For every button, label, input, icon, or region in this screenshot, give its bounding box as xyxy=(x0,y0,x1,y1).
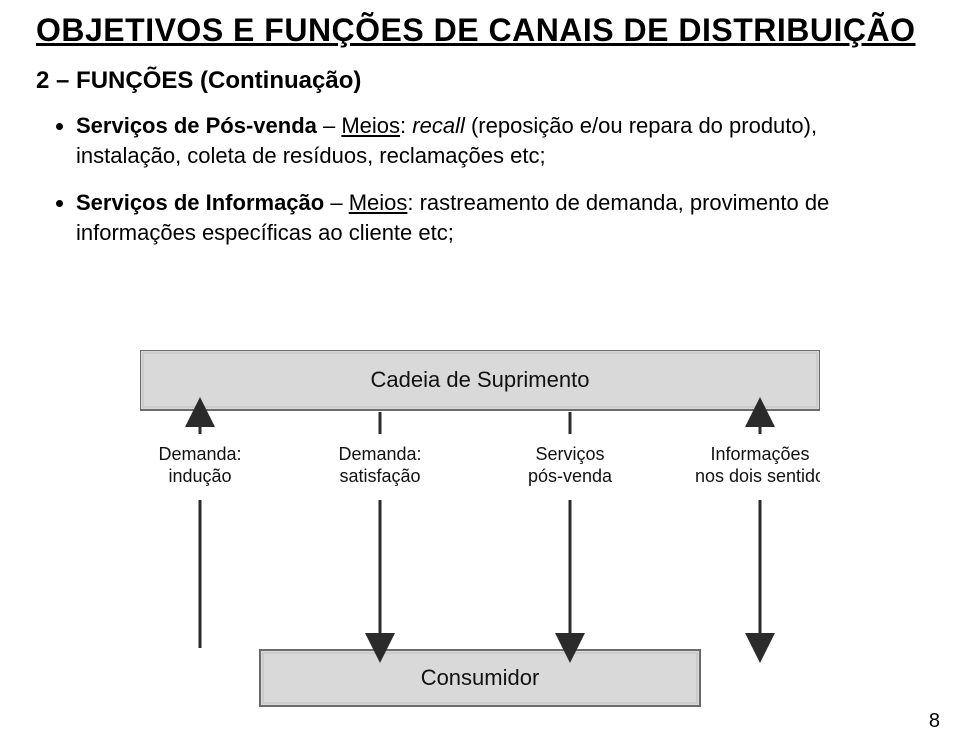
bullet2-underlined: Meios xyxy=(349,190,408,215)
svg-text:Demanda:: Demanda: xyxy=(158,444,241,464)
supply-chain-diagram: Cadeia de SuprimentoConsumidorDemanda:in… xyxy=(140,350,820,710)
bullet1-dash: – xyxy=(317,113,341,138)
list-item: Serviços de Informação – Meios: rastream… xyxy=(76,188,924,247)
svg-text:Informações: Informações xyxy=(710,444,809,464)
bullet-list: Serviços de Pós-venda – Meios: recall (r… xyxy=(36,111,924,248)
svg-text:pós-venda: pós-venda xyxy=(528,466,613,486)
svg-text:Cadeia de Suprimento: Cadeia de Suprimento xyxy=(371,367,590,392)
svg-text:Consumidor: Consumidor xyxy=(421,665,540,690)
page-number: 8 xyxy=(929,710,940,733)
bullet2-strong: Serviços de Informação xyxy=(76,190,324,215)
svg-text:indução: indução xyxy=(168,466,231,486)
svg-text:Demanda:: Demanda: xyxy=(338,444,421,464)
svg-text:nos dois sentido: nos dois sentido xyxy=(695,466,820,486)
bullet1-underlined: Meios xyxy=(341,113,400,138)
list-item: Serviços de Pós-venda – Meios: recall (r… xyxy=(76,111,924,170)
bullet1-strong: Serviços de Pós-venda xyxy=(76,113,317,138)
page-title: OBJETIVOS E FUNÇÕES DE CANAIS DE DISTRIB… xyxy=(36,12,924,49)
bullet1-before-italic: : xyxy=(400,113,412,138)
bullet1-italic: recall xyxy=(412,113,465,138)
svg-text:satisfação: satisfação xyxy=(339,466,420,486)
section-subtitle: 2 – FUNÇÕES (Continuação) xyxy=(36,67,924,95)
bullet2-dash: – xyxy=(324,190,348,215)
svg-text:Serviços: Serviços xyxy=(535,444,604,464)
